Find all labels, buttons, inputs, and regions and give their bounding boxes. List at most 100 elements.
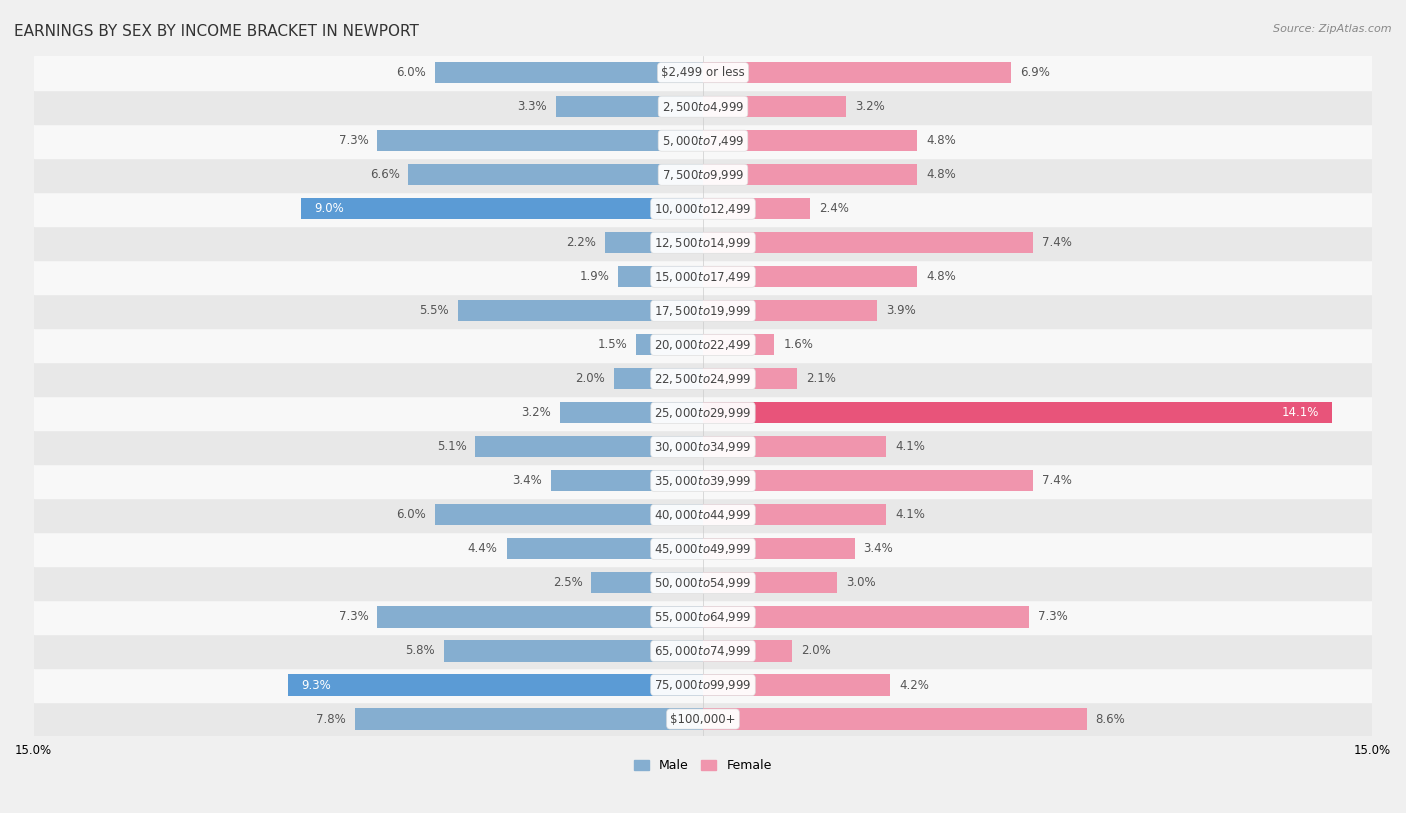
Bar xyxy=(592,572,703,593)
Bar xyxy=(34,192,1372,226)
Bar xyxy=(703,164,917,185)
Text: 7.4%: 7.4% xyxy=(1042,475,1071,487)
Text: $65,000 to $74,999: $65,000 to $74,999 xyxy=(654,644,752,658)
Text: 5.5%: 5.5% xyxy=(419,304,449,317)
Text: 5.1%: 5.1% xyxy=(437,441,467,454)
Bar xyxy=(506,538,703,559)
Text: 1.6%: 1.6% xyxy=(783,338,813,351)
Bar xyxy=(636,334,703,355)
Text: 2.4%: 2.4% xyxy=(820,202,849,215)
Text: EARNINGS BY SEX BY INCOME BRACKET IN NEWPORT: EARNINGS BY SEX BY INCOME BRACKET IN NEW… xyxy=(14,24,419,39)
Bar xyxy=(436,504,703,525)
Text: 7.8%: 7.8% xyxy=(316,712,346,725)
Bar xyxy=(551,471,703,491)
Bar xyxy=(703,96,846,117)
Bar xyxy=(34,668,1372,702)
Bar xyxy=(703,198,810,220)
Bar xyxy=(703,233,1033,254)
Text: $25,000 to $29,999: $25,000 to $29,999 xyxy=(654,406,752,420)
Text: 3.9%: 3.9% xyxy=(886,304,915,317)
Text: 9.0%: 9.0% xyxy=(315,202,344,215)
Text: $15,000 to $17,499: $15,000 to $17,499 xyxy=(654,270,752,284)
Text: 7.3%: 7.3% xyxy=(339,134,368,147)
Text: 5.8%: 5.8% xyxy=(405,645,436,658)
Bar xyxy=(34,532,1372,566)
Text: 7.3%: 7.3% xyxy=(1038,611,1067,624)
Text: 6.9%: 6.9% xyxy=(1019,66,1050,79)
Text: 4.1%: 4.1% xyxy=(894,508,925,521)
Bar xyxy=(288,675,703,696)
Bar xyxy=(555,96,703,117)
Bar xyxy=(703,641,792,662)
Text: 4.4%: 4.4% xyxy=(468,542,498,555)
Bar xyxy=(34,702,1372,736)
Text: 7.4%: 7.4% xyxy=(1042,237,1071,250)
Bar xyxy=(34,362,1372,396)
Bar xyxy=(703,368,797,389)
Text: $35,000 to $39,999: $35,000 to $39,999 xyxy=(654,474,752,488)
Text: $45,000 to $49,999: $45,000 to $49,999 xyxy=(654,542,752,556)
Text: 4.2%: 4.2% xyxy=(900,679,929,692)
Text: 2.0%: 2.0% xyxy=(801,645,831,658)
Bar xyxy=(34,89,1372,124)
Text: $7,500 to $9,999: $7,500 to $9,999 xyxy=(662,167,744,182)
Bar xyxy=(619,266,703,287)
Text: 6.0%: 6.0% xyxy=(396,508,426,521)
Bar xyxy=(703,266,917,287)
Bar xyxy=(34,430,1372,464)
Bar xyxy=(436,62,703,83)
Text: Source: ZipAtlas.com: Source: ZipAtlas.com xyxy=(1274,24,1392,34)
Text: $100,000+: $100,000+ xyxy=(671,712,735,725)
Bar xyxy=(703,675,890,696)
Bar xyxy=(34,600,1372,634)
Bar xyxy=(703,572,837,593)
Bar xyxy=(703,504,886,525)
Text: 4.1%: 4.1% xyxy=(894,441,925,454)
Bar xyxy=(409,164,703,185)
Bar xyxy=(354,708,703,729)
Bar xyxy=(475,437,703,458)
Text: $55,000 to $64,999: $55,000 to $64,999 xyxy=(654,610,752,624)
Text: 14.1%: 14.1% xyxy=(1281,406,1319,420)
Text: 3.2%: 3.2% xyxy=(522,406,551,420)
Bar xyxy=(34,328,1372,362)
Text: $12,500 to $14,999: $12,500 to $14,999 xyxy=(654,236,752,250)
Bar xyxy=(301,198,703,220)
Text: 4.8%: 4.8% xyxy=(927,168,956,181)
Text: $50,000 to $54,999: $50,000 to $54,999 xyxy=(654,576,752,590)
Bar xyxy=(34,293,1372,328)
Text: $2,500 to $4,999: $2,500 to $4,999 xyxy=(662,100,744,114)
Bar xyxy=(34,55,1372,89)
Text: $5,000 to $7,499: $5,000 to $7,499 xyxy=(662,133,744,148)
Bar xyxy=(377,606,703,628)
Text: 7.3%: 7.3% xyxy=(339,611,368,624)
Text: $40,000 to $44,999: $40,000 to $44,999 xyxy=(654,508,752,522)
Text: 2.1%: 2.1% xyxy=(806,372,835,385)
Bar xyxy=(34,396,1372,430)
Text: $22,500 to $24,999: $22,500 to $24,999 xyxy=(654,372,752,386)
Bar xyxy=(605,233,703,254)
Bar xyxy=(34,566,1372,600)
Text: 9.3%: 9.3% xyxy=(301,679,330,692)
Text: 1.5%: 1.5% xyxy=(598,338,627,351)
Bar xyxy=(703,708,1087,729)
Text: 3.3%: 3.3% xyxy=(517,100,547,113)
Bar xyxy=(34,634,1372,668)
Text: $20,000 to $22,499: $20,000 to $22,499 xyxy=(654,338,752,352)
Bar xyxy=(34,464,1372,498)
Text: 3.2%: 3.2% xyxy=(855,100,884,113)
Text: 6.0%: 6.0% xyxy=(396,66,426,79)
Bar xyxy=(34,226,1372,260)
Bar xyxy=(377,130,703,151)
Text: 3.4%: 3.4% xyxy=(863,542,893,555)
Bar xyxy=(703,437,886,458)
Text: $10,000 to $12,499: $10,000 to $12,499 xyxy=(654,202,752,215)
Bar xyxy=(34,260,1372,293)
Bar xyxy=(703,130,917,151)
Text: 1.9%: 1.9% xyxy=(579,270,609,283)
Bar xyxy=(703,334,775,355)
Text: 8.6%: 8.6% xyxy=(1095,712,1125,725)
Bar xyxy=(703,471,1033,491)
Text: 4.8%: 4.8% xyxy=(927,270,956,283)
Bar xyxy=(614,368,703,389)
